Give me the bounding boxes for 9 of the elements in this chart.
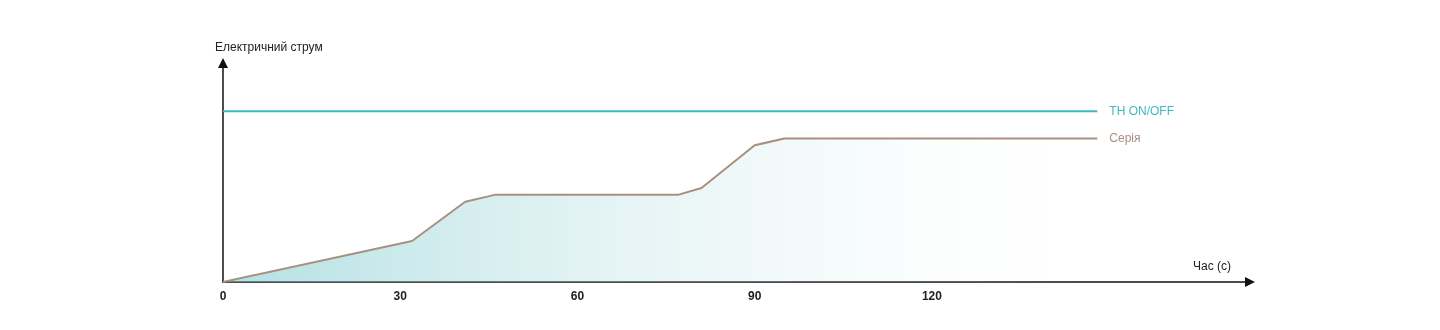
series-label: TH ON/OFF	[1109, 104, 1174, 119]
x-tick-label: 90	[748, 289, 762, 303]
y-axis-title: Електричний струм	[215, 40, 323, 54]
x-tick-label: 120	[921, 289, 943, 303]
x-axis-title: Час (с)	[1193, 259, 1231, 273]
x-tick-label: 30	[393, 289, 408, 303]
x-tick-label: 60	[570, 289, 585, 303]
x-tick-label: 0	[219, 289, 227, 303]
series-label: Серія	[1109, 131, 1141, 146]
